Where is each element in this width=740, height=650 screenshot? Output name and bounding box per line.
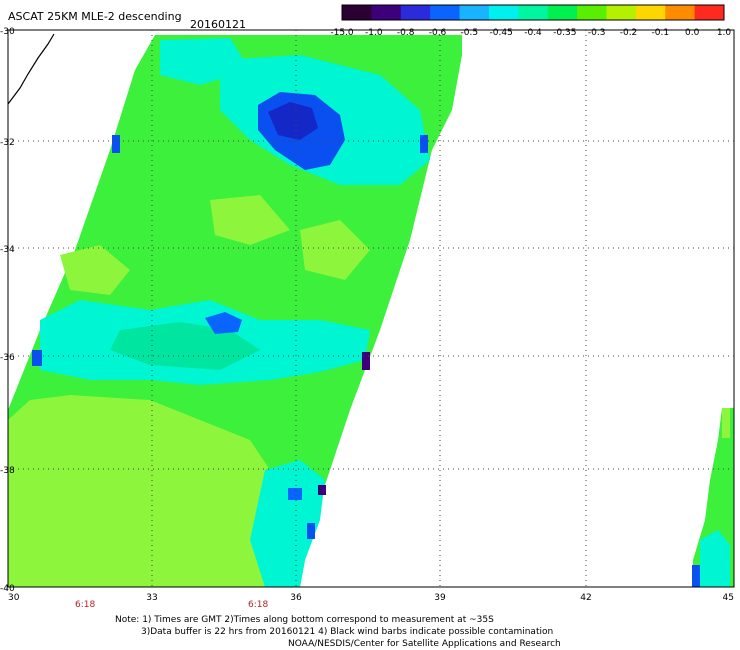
colorbar-label: -0.8 (397, 28, 415, 38)
colorbar-segment (430, 5, 461, 20)
colorbar-segment (635, 5, 666, 20)
blue-pixel (692, 565, 700, 587)
grid (8, 30, 734, 587)
lon-label: 42 (580, 593, 591, 603)
colorbar-segment (400, 5, 431, 20)
colorbar-label: -1.0 (365, 28, 383, 38)
map-date: 20160121 (190, 18, 246, 31)
colorbar-segment (694, 5, 725, 20)
lime-pixel (722, 408, 730, 438)
colorbar-label: 1.0 (717, 28, 732, 38)
cyan-upper (160, 38, 250, 85)
footnote: Note: 1) Times are GMT 2)Times along bot… (115, 614, 561, 650)
lat-label: -36 (0, 353, 15, 363)
time-label-1: 6:18 (75, 600, 96, 610)
lat-label: -38 (0, 466, 15, 476)
low-center (268, 102, 318, 140)
colorbar-segment (547, 5, 578, 20)
colorbar-label: 0.0 (685, 28, 700, 38)
lat-labels: -30 -32 -34 -36 -38 -40 (0, 27, 15, 594)
map-frame (7, 29, 735, 588)
blue-patch (205, 312, 242, 334)
lon-label: 45 (723, 593, 734, 603)
colorbar-label: -0.6 (429, 28, 447, 38)
lon-label: 33 (146, 593, 157, 603)
swath-right (692, 408, 734, 587)
coastline (7, 33, 55, 105)
colorbar-segment (342, 5, 372, 20)
lat-label: -40 (0, 584, 15, 594)
colorbar-segment (518, 5, 549, 20)
lat-label: -30 (0, 27, 15, 37)
blue-pixel (32, 350, 42, 366)
blue-pixel (307, 523, 315, 539)
colorbar-label: -0.1 (652, 28, 670, 38)
blue-pixel (288, 488, 302, 500)
lime-patch (60, 245, 130, 295)
cyan-edge (700, 530, 730, 587)
lat-label: -34 (0, 245, 15, 255)
lime-patch (210, 195, 290, 245)
note-line-1: Note: 1) Times are GMT 2)Times along bot… (115, 615, 494, 625)
lon-label: 30 (8, 593, 20, 603)
purple-pixel (318, 485, 326, 495)
purple-pixel (362, 352, 370, 370)
blue-pixel (420, 135, 428, 153)
note-line-3: NOAA/NESDIS/Center for Satellite Applica… (288, 639, 561, 649)
colorbar-label: -0.4 (524, 28, 542, 38)
lime-region (8, 395, 280, 587)
cyan-lower (250, 460, 325, 587)
blue-pixel (112, 135, 120, 153)
colorbar-label: -0.3 (588, 28, 606, 38)
map-title: ASCAT 25KM MLE-2 descending (8, 10, 182, 23)
colorbar-segment (665, 5, 696, 20)
colorbar-border (341, 4, 725, 21)
note-line-2: 3)Data buffer is 22 hrs from 20160121 4)… (141, 627, 554, 637)
lat-label: -32 (0, 138, 15, 148)
lon-labels: 30 33 36 39 42 45 (8, 593, 734, 603)
teal-band (110, 322, 260, 370)
colorbar-label: -0.5 (461, 28, 479, 38)
colorbar-segment (606, 5, 637, 20)
lime-patch (300, 220, 370, 280)
lon-label: 39 (434, 593, 446, 603)
time-label-2: 6:18 (248, 600, 269, 610)
swath-main (8, 35, 462, 587)
colorbar-label: -15.0 (330, 28, 354, 38)
colorbar-label: -0.45 (490, 28, 513, 38)
colorbar-label: -0.35 (553, 28, 576, 38)
colorbar-segment (371, 5, 402, 20)
colorbar-segment (488, 5, 519, 20)
colorbar-segment (577, 5, 607, 20)
colorbar-segment (459, 5, 490, 20)
colorbar: -15.0 -1.0 -0.8 -0.6 -0.5 -0.45 -0.4 -0.35 -0.3 -… (330, 4, 732, 38)
lon-label: 36 (290, 593, 302, 603)
colorbar-label: -0.2 (620, 28, 638, 38)
